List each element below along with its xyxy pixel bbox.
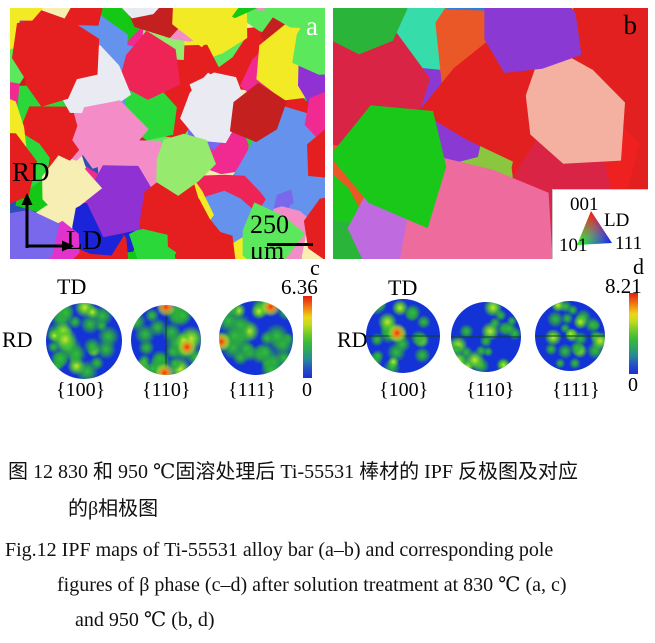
pole-label-d-100: {100}	[379, 379, 429, 401]
pole-figure-d-100	[366, 299, 440, 373]
pole-figures-c: c 6.36 TD RD {100} {110} {111} 0	[0, 256, 328, 404]
axis-label-ld: LD	[66, 225, 102, 255]
scale-bar-line	[267, 243, 313, 246]
caption-zh-line2: 的β相极图	[68, 498, 159, 520]
ipf-color-key: 001	[552, 189, 648, 259]
caption-en-line3: and 950 ℃ (b, d)	[75, 609, 215, 631]
rd-ld-arrows-icon	[21, 193, 74, 252]
rd-label-c: RD	[2, 327, 33, 352]
intensity-scale-d	[629, 293, 638, 374]
ipf-key-ld-label: LD	[604, 210, 630, 231]
td-label-d: TD	[388, 275, 418, 300]
scale-min-c: 0	[302, 379, 312, 401]
scale-min-d: 0	[628, 374, 638, 396]
pole-figure-c-100	[46, 303, 122, 379]
ipf-key-111-label: 111	[615, 233, 643, 254]
td-label-c: TD	[57, 274, 87, 299]
ipf-map-a-image	[10, 8, 325, 259]
scale-max-d: 8.21	[605, 274, 642, 298]
ipf-map-b: b 001	[333, 8, 648, 259]
panel-label-c: c	[310, 256, 320, 280]
panel-label-a: a	[306, 11, 318, 41]
ipf-key-101-label: 101	[559, 235, 588, 256]
caption-zh-line1: 图 12 830 和 950 ℃固溶处理后 Ti-55531 棒材的 IPF 反…	[8, 461, 579, 483]
pole-figure-c-111	[219, 301, 293, 375]
panel-label-b: b	[623, 10, 638, 40]
scale-max-c: 6.36	[281, 275, 318, 299]
pole-figure-d-111	[535, 301, 605, 371]
pole-figures-d: d 8.21 TD RD {100} {110} {111} 0	[328, 256, 655, 404]
ipf-key-triangle-icon	[577, 211, 612, 245]
pole-figure-c-110	[131, 305, 201, 375]
ipf-key-001-label: 001	[570, 194, 599, 215]
intensity-scale-c	[303, 296, 312, 378]
axis-label-rd: RD	[12, 157, 50, 187]
rd-label-d: RD	[337, 327, 368, 352]
pole-label-d-110: {110}	[466, 379, 515, 401]
ipf-map-a: a RD LD 250 μm	[10, 8, 325, 259]
caption-en-line1: Fig.12 IPF maps of Ti-55531 alloy bar (a…	[5, 539, 554, 561]
panel-label-d: d	[633, 256, 644, 279]
pole-label-c-100: {100}	[56, 379, 106, 401]
pole-figure-d-110	[451, 302, 521, 372]
pole-label-c-111: {111}	[228, 379, 276, 401]
pole-label-c-110: {110}	[142, 379, 191, 401]
scale-bar-label: 250 μm	[250, 210, 289, 260]
caption-en-line2: figures of β phase (c–d) after solution …	[57, 574, 567, 596]
pole-label-d-111: {111}	[552, 379, 600, 401]
